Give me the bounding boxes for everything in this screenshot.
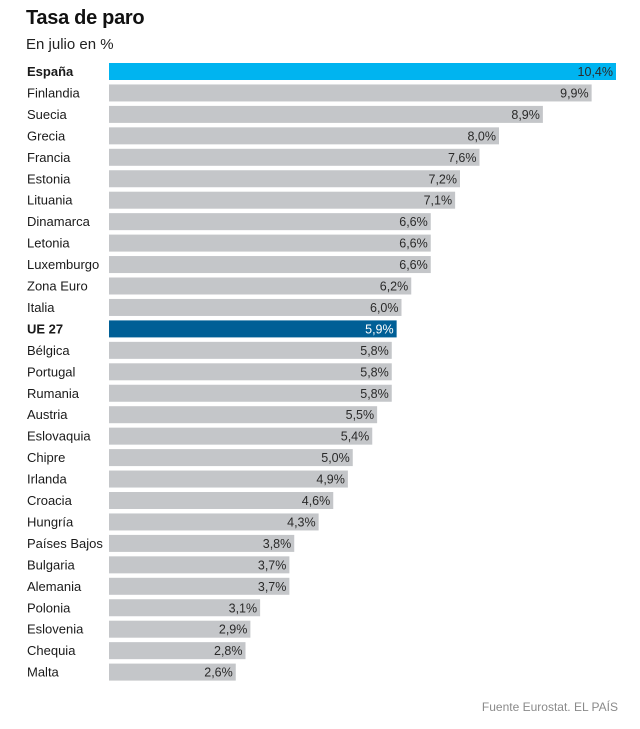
category-label: España (27, 64, 74, 79)
value-label: 3,7% (258, 558, 287, 572)
bar-polonia (109, 599, 261, 617)
category-label: Malta (27, 665, 60, 680)
bar-españa (109, 63, 616, 80)
category-label: Estonia (27, 171, 71, 186)
value-label: 4,3% (287, 515, 316, 529)
value-label: 3,8% (263, 537, 292, 551)
bar-grecia (109, 127, 499, 145)
category-label: Alemania (27, 579, 82, 594)
value-label: 8,0% (468, 129, 497, 143)
chart-subtitle: En julio en % (26, 36, 114, 53)
value-label: 6,6% (399, 258, 428, 272)
value-label: 2,9% (219, 623, 248, 637)
category-label: Dinamarca (27, 214, 91, 229)
category-label: Eslovaquia (27, 429, 91, 444)
category-label: Rumania (27, 386, 80, 401)
bar-eslovenia (109, 620, 251, 638)
value-label: 10,4% (578, 65, 613, 79)
bar-rumania (109, 384, 392, 402)
category-label: Países Bajos (27, 536, 103, 551)
bar-zona-euro (109, 277, 412, 295)
value-label: 3,1% (229, 601, 258, 615)
category-label: Croacia (27, 493, 73, 508)
bar-irlanda (109, 470, 348, 488)
category-label: Bulgaria (27, 557, 75, 572)
value-label: 5,5% (346, 408, 375, 422)
value-label: 5,9% (365, 322, 394, 336)
bar-países-bajos (109, 534, 295, 552)
bar-finlandia (109, 84, 592, 102)
value-label: 6,0% (370, 301, 399, 315)
bar-malta (109, 663, 236, 681)
value-label: 4,9% (316, 473, 345, 487)
value-label: 6,2% (380, 280, 409, 294)
value-label: 5,4% (341, 430, 370, 444)
bar-croacia (109, 492, 334, 509)
bar-dinamarca (109, 213, 431, 231)
bar-francia (109, 148, 480, 166)
category-label: Chipre (27, 450, 65, 465)
category-label: Letonia (27, 236, 70, 251)
value-label: 7,2% (429, 172, 458, 186)
bar-portugal (109, 363, 392, 381)
category-label: Lituania (27, 193, 73, 208)
bar-bulgaria (109, 556, 290, 574)
source-note: Fuente Eurostat. EL PAÍS (481, 700, 618, 714)
bar-luxemburgo (109, 256, 431, 274)
bar-ue-27 (109, 320, 397, 338)
category-label: Luxemburgo (27, 257, 99, 272)
value-label: 5,8% (360, 365, 389, 379)
category-label: Polonia (27, 600, 71, 615)
category-label: Eslovenia (27, 622, 84, 637)
value-label: 7,1% (424, 194, 453, 208)
category-label: Portugal (27, 364, 76, 379)
bar-austria (109, 406, 378, 424)
bar-italia (109, 298, 402, 316)
bar-lituania (109, 191, 456, 209)
category-label: Hungría (27, 514, 74, 529)
bar-eslovaquia (109, 427, 373, 445)
bar-letonia (109, 234, 431, 252)
category-label: Irlanda (27, 472, 68, 487)
chart-title: Tasa de paro (26, 7, 145, 29)
category-label: Austria (27, 407, 68, 422)
category-label: Zona Euro (27, 279, 88, 294)
bar-suecia (109, 105, 543, 123)
bar-alemania (109, 577, 290, 595)
value-label: 8,9% (511, 108, 540, 122)
category-label: UE 27 (27, 321, 63, 336)
category-label: Bélgica (27, 343, 70, 358)
bar-chipre (109, 449, 353, 467)
value-label: 2,8% (214, 644, 243, 658)
value-label: 9,9% (560, 86, 589, 100)
category-label: Francia (27, 150, 71, 165)
value-label: 2,6% (204, 666, 233, 680)
bar-bélgica (109, 341, 392, 359)
value-label: 6,6% (399, 237, 428, 251)
category-label: Suecia (27, 107, 68, 122)
category-label: Finlandia (27, 85, 81, 100)
value-label: 5,8% (360, 387, 389, 401)
value-label: 3,7% (258, 580, 287, 594)
value-label: 5,8% (360, 344, 389, 358)
value-label: 5,0% (321, 451, 350, 465)
value-label: 4,6% (302, 494, 331, 508)
category-label: Grecia (27, 128, 66, 143)
category-label: Chequia (27, 643, 76, 658)
category-label: Italia (27, 300, 55, 315)
value-label: 6,6% (399, 215, 428, 229)
bar-estonia (109, 170, 460, 188)
bar-hungría (109, 513, 319, 531)
value-label: 7,6% (448, 151, 477, 165)
bar-chequia (109, 642, 246, 660)
